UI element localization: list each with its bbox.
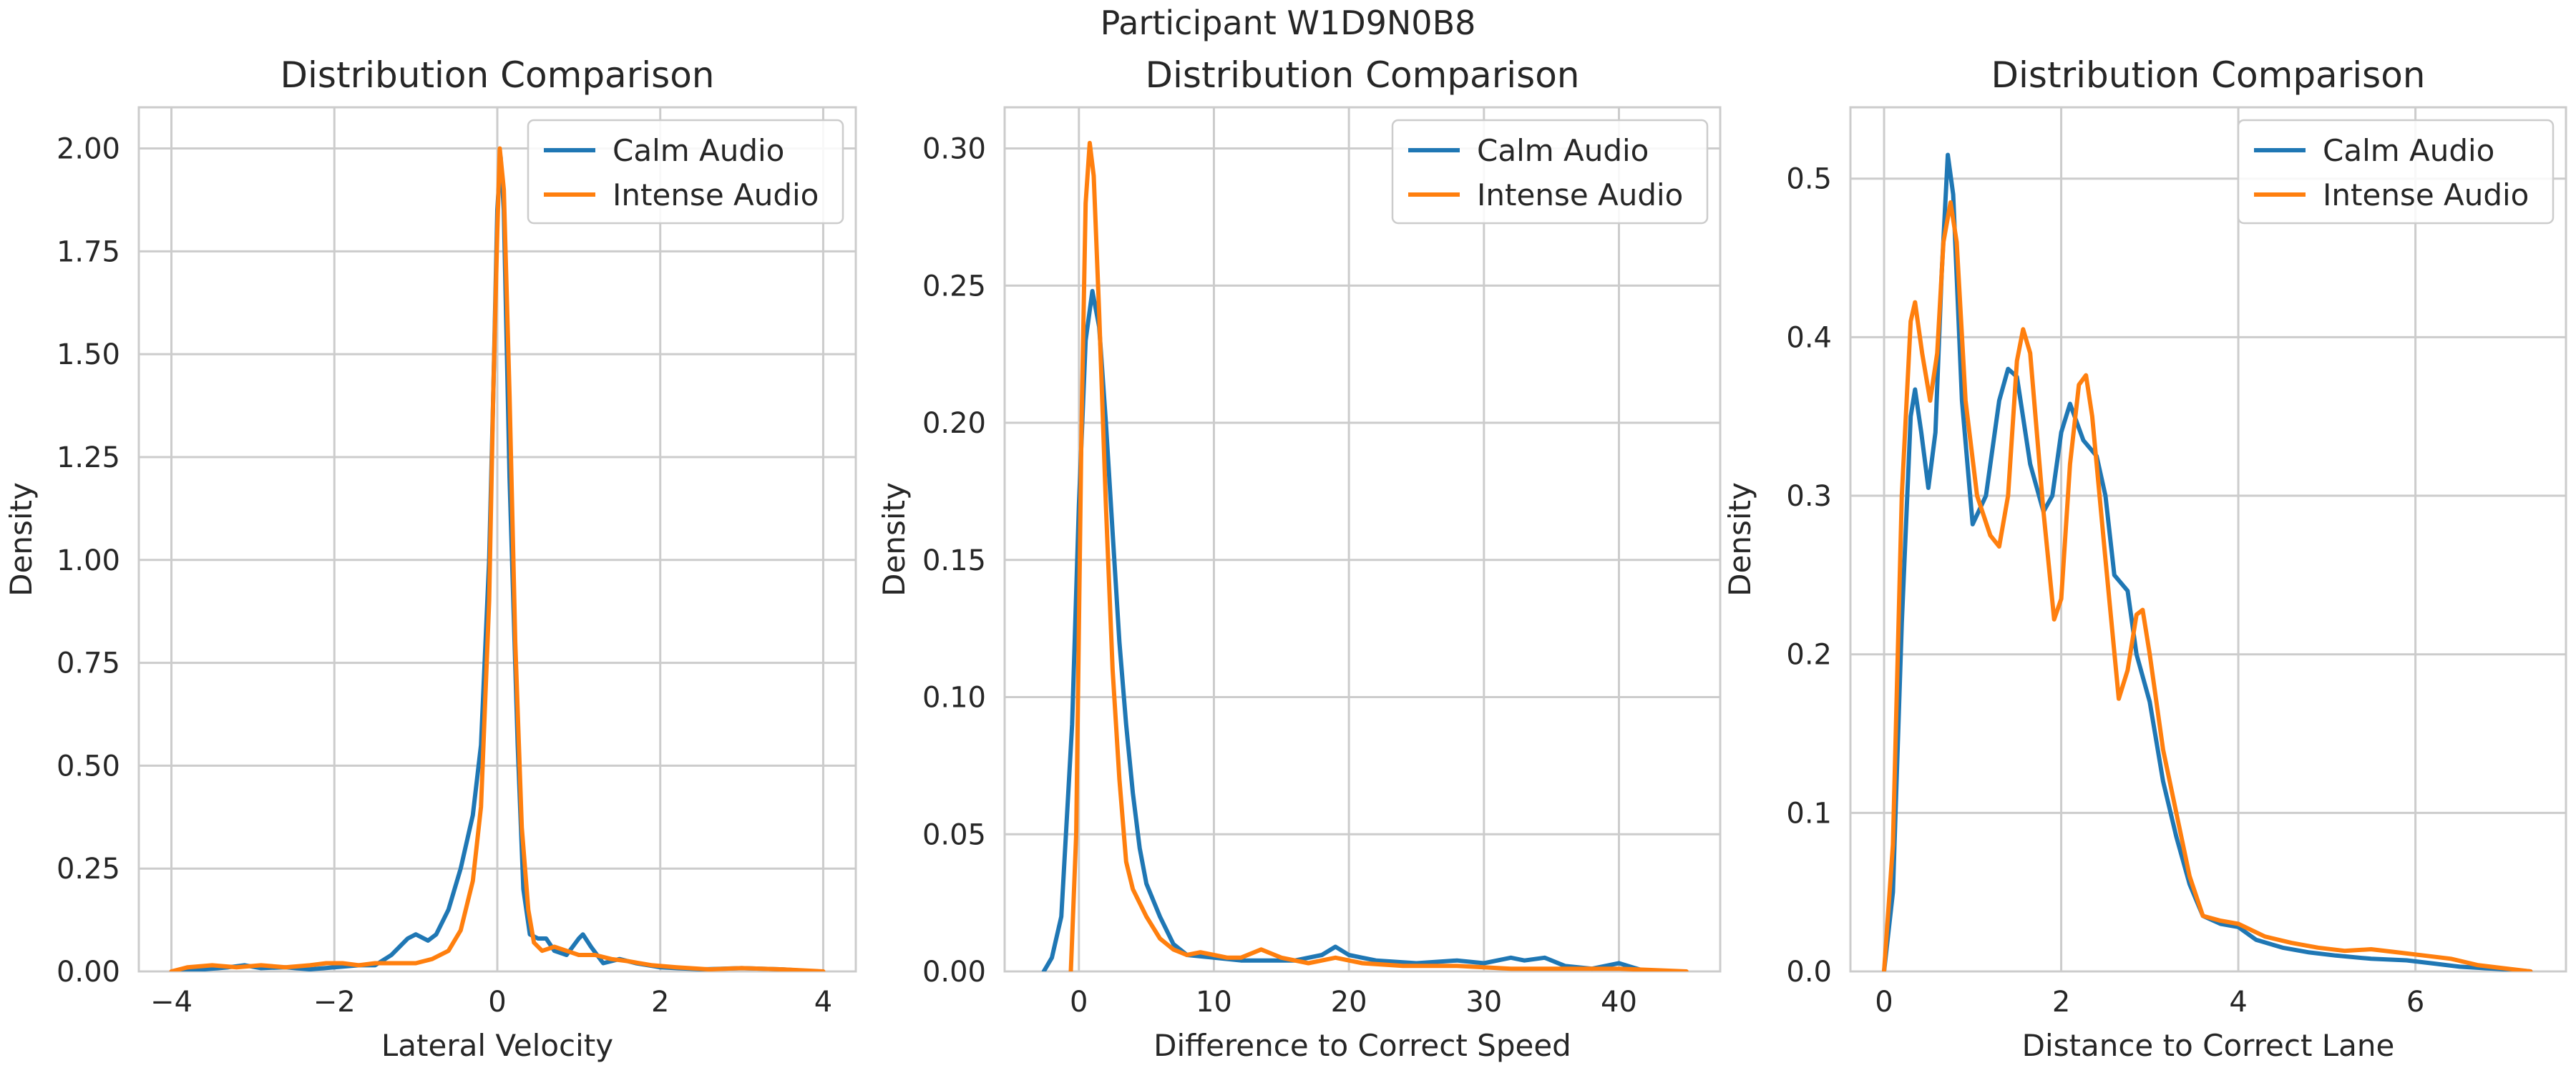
y-tick-label: 0.1: [1786, 797, 1832, 830]
y-tick-label: 0.75: [57, 647, 120, 680]
legend-label: Intense Audio: [1477, 177, 1683, 212]
chart-title: Distribution Comparison: [280, 54, 715, 96]
x-axis-label: Difference to Correct Speed: [1153, 1028, 1571, 1063]
y-tick-label: 2.00: [57, 133, 120, 166]
x-axis-label: Lateral Velocity: [381, 1028, 613, 1063]
y-tick-label: 0.00: [57, 956, 120, 989]
y-tick-label: 0.2: [1786, 639, 1832, 672]
series-line-intense: [1882, 200, 2533, 971]
legend-label: Calm Audio: [613, 133, 784, 168]
x-tick-label: 2: [651, 986, 669, 1019]
y-tick-label: 0.30: [922, 133, 986, 166]
series-line-calm: [1882, 152, 2533, 971]
x-tick-label: 10: [1196, 986, 1232, 1019]
y-tick-label: 0.25: [922, 270, 986, 303]
y-axis-label: Density: [4, 482, 39, 597]
legend-box: [2237, 119, 2555, 225]
chart-panel-3: 0 2 4 6 0.0 0.1 0.2 0.3 0.4 0.5 Distance to Correc…: [1722, 54, 2567, 1063]
legend-label: Intense Audio: [2323, 177, 2529, 212]
y-tick-label: 0.10: [922, 682, 986, 715]
x-axis-label: Distance to Correct Lane: [2022, 1028, 2395, 1063]
y-tick-label: 0.50: [57, 750, 120, 783]
chart-panel-1: −4 −2 0 2 4 0.00 0.25 0.50 0.75 1.00 1.25 1.50 1.75 2…: [4, 54, 857, 1063]
axes-frame: [1849, 106, 2567, 973]
legend-box: [1391, 119, 1709, 225]
legend-box: [527, 119, 844, 225]
legend: Calm Audio Intense Audio: [2237, 119, 2555, 225]
y-axis-label: Density: [877, 482, 912, 597]
chart-title: Distribution Comparison: [1991, 54, 2426, 96]
legend-label: Intense Audio: [613, 177, 819, 212]
panels: −4 −2 0 2 40.000.250.500.751.001.251.501.752…: [4, 54, 2567, 1063]
x-tick-label: 0: [1070, 986, 1088, 1019]
x-tick-label: 40: [1601, 986, 1637, 1019]
y-tick-label: 1.50: [57, 338, 120, 371]
legend: Calm Audio Intense Audio: [527, 119, 844, 225]
chart-panel-2: 0 10 20 30 40 0.00 0.05 0.10 0.15 0.20 0.25 0.30 Dif…: [877, 54, 1722, 1063]
figure-suptitle: Participant W1D9N0B8: [1101, 4, 1476, 42]
x-tick-label: 30: [1465, 986, 1502, 1019]
x-tick-label: 0: [1875, 986, 1893, 1019]
y-tick-label: 1.75: [57, 235, 120, 268]
y-tick-label: 0.5: [1786, 163, 1832, 196]
legend: Calm Audio Intense Audio: [1391, 119, 1709, 225]
y-tick-label: 1.00: [57, 544, 120, 577]
x-tick-label: 2: [2052, 986, 2070, 1019]
x-tick-label: 0: [488, 986, 506, 1019]
x-tick-label: −2: [313, 986, 356, 1019]
x-tick-label: 4: [814, 986, 832, 1019]
x-tick-label: −4: [150, 986, 192, 1019]
x-tick-label: 6: [2406, 986, 2424, 1019]
y-tick-label: 0.4: [1786, 321, 1832, 354]
axes-frame: [1003, 106, 1722, 973]
y-tick-label: 0.05: [922, 818, 986, 851]
y-tick-label: 0.00: [922, 956, 986, 989]
series-line-intense: [1068, 140, 1689, 971]
y-tick-label: 0.0: [1786, 956, 1832, 989]
x-tick-label: 4: [2229, 986, 2247, 1019]
chart-title: Distribution Comparison: [1146, 54, 1580, 96]
y-tick-label: 0.20: [922, 407, 986, 440]
y-tick-label: 0.15: [922, 544, 986, 577]
y-tick-label: 0.25: [57, 853, 120, 886]
legend-label: Calm Audio: [1477, 133, 1649, 168]
legend-label: Calm Audio: [2323, 133, 2494, 168]
y-tick-label: 0.3: [1786, 480, 1832, 513]
x-tick-label: 20: [1331, 986, 1367, 1019]
series-line-intense: [169, 146, 826, 971]
y-tick-label: 1.25: [57, 441, 120, 474]
axes-frame: [137, 106, 857, 973]
y-axis-label: Density: [1722, 482, 1757, 597]
series-line-calm: [1041, 288, 1649, 971]
